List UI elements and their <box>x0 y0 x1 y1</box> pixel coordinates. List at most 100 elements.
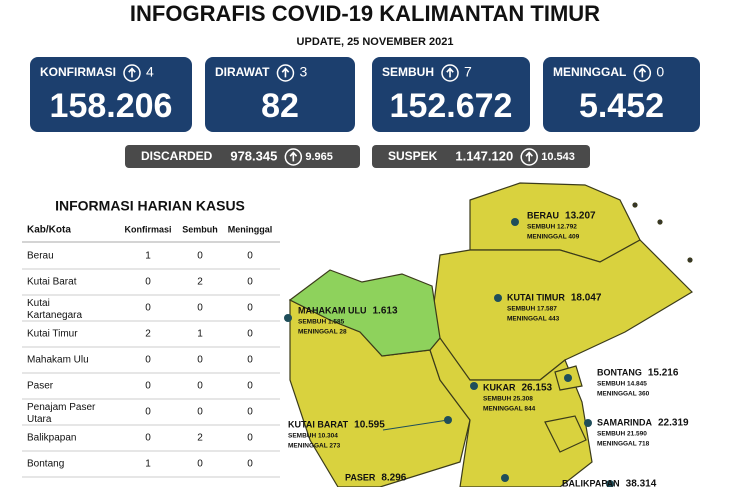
island <box>687 257 693 263</box>
region-marker <box>444 416 452 424</box>
table-cell: 0 <box>197 303 203 314</box>
region-recovered: SEMBUH 1.585 <box>298 319 345 326</box>
table-cell: Mahakam Ulu <box>27 355 89 366</box>
stat-value: 82 <box>261 87 299 125</box>
region-name: BALIKPAPAN <box>562 478 620 487</box>
title: INFOGRAFIS COVID-19 KALIMANTAN TIMUR <box>130 1 600 26</box>
stat-delta: 4 <box>146 64 154 80</box>
table-header: Meninggal <box>228 224 273 234</box>
table-cell: 0 <box>247 303 253 314</box>
stat-delta: 3 <box>299 64 307 80</box>
secondary-value: 978.345 <box>230 148 277 163</box>
region-name: PASER <box>345 472 376 482</box>
region-recovered: SEMBUH 14.845 <box>597 381 647 388</box>
table-cell: 0 <box>197 459 203 470</box>
region-marker <box>494 294 502 302</box>
secondary-bar <box>125 145 360 168</box>
table-cell: 2 <box>197 277 203 288</box>
table-cell: 0 <box>247 277 253 288</box>
table-cell: 2 <box>145 329 151 340</box>
table-header: Sembuh <box>182 224 218 234</box>
region-marker <box>584 419 592 427</box>
region-marker <box>470 382 478 390</box>
secondary-label: DISCARDED <box>141 149 213 163</box>
table-cell: Balikpapan <box>27 433 76 444</box>
stat-card <box>543 57 700 132</box>
table-cell: 0 <box>247 355 253 366</box>
region-name: BERAU <box>527 210 559 220</box>
table-header: Kab/Kota <box>27 225 71 236</box>
table-cell: Kutai Barat <box>27 277 77 288</box>
table-cell: 0 <box>197 381 203 392</box>
table-cell: 0 <box>247 329 253 340</box>
map-pointers <box>382 419 449 431</box>
region-total: 38.314 <box>626 479 657 487</box>
region-mahakam-ulu <box>288 269 441 357</box>
table-cell: 0 <box>145 407 151 418</box>
update-date: UPDATE, 25 NOVEMBER 2021 <box>297 36 454 48</box>
table-title: INFORMASI HARIAN KASUS <box>55 198 245 214</box>
region-kukar <box>429 337 593 488</box>
region-deaths: MENINGGAL 443 <box>507 316 560 323</box>
secondary-delta: 9.965 <box>305 151 333 163</box>
region-recovered: SEMBUH 21.590 <box>597 431 647 438</box>
arrow-icon <box>446 67 454 78</box>
secondary-value: 1.147.120 <box>455 148 513 163</box>
table-cell: 1 <box>197 329 203 340</box>
arrow-icon <box>638 67 647 78</box>
stat-value: 5.452 <box>579 87 664 125</box>
arrow-icon <box>633 64 652 82</box>
arrow-icon <box>276 64 295 82</box>
stat-delta: 7 <box>464 64 472 80</box>
table-cell: Paser <box>27 381 54 392</box>
stat-label: KONFIRMASI <box>40 65 116 79</box>
region-deaths: MENINGGAL 844 <box>483 406 536 413</box>
table-cell-line: Kutai <box>27 298 50 309</box>
arrow-icon <box>289 151 298 162</box>
secondary-delta: 10.543 <box>541 151 575 163</box>
region-total: 15.216 <box>648 368 679 379</box>
region-recovered: SEMBUH 10.304 <box>288 433 338 440</box>
region-marker <box>606 480 614 488</box>
table-cell-line: Penajam Paser <box>27 402 96 413</box>
region-deaths: MENINGGAL 273 <box>288 443 341 450</box>
stat-card <box>205 57 355 132</box>
map-shapes <box>288 182 693 488</box>
island <box>657 219 663 225</box>
region-total: 10.595 <box>354 420 385 431</box>
region-marker <box>511 218 519 226</box>
table-cell: 1 <box>145 251 151 262</box>
region-samarinda <box>544 415 587 453</box>
table-cell: 0 <box>197 407 203 418</box>
arrow-icon <box>281 67 290 78</box>
table-header: Konfirmasi <box>124 224 171 234</box>
arrow-icon <box>123 64 141 82</box>
stat-delta: 0 <box>656 64 664 80</box>
table-cell: Berau <box>27 251 54 262</box>
table-cell: 0 <box>145 433 151 444</box>
region-name: SAMARINDA <box>597 417 652 427</box>
table-cell: 0 <box>247 381 253 392</box>
table-cell: 0 <box>197 355 203 366</box>
region-kutai-timur <box>429 239 693 381</box>
table-cell: 1 <box>145 459 151 470</box>
region-name: MAHAKAM ULU <box>298 305 367 315</box>
arrow-icon <box>520 148 538 166</box>
table-cell: 0 <box>145 303 151 314</box>
table-cell: 0 <box>247 433 253 444</box>
region-deaths: MENINGGAL 360 <box>597 391 650 398</box>
table-cell: 0 <box>247 251 253 262</box>
region-name: KUKAR <box>483 382 516 392</box>
region-name: BONTANG <box>597 367 642 377</box>
stat-value: 158.206 <box>50 87 173 125</box>
region-deaths: MENINGGAL 409 <box>527 234 580 241</box>
table-cell: Bontang <box>27 459 64 470</box>
region-total: 22.319 <box>658 418 689 429</box>
stat-label: MENINGGAL <box>553 65 626 79</box>
region-marker <box>564 374 572 382</box>
arrow-icon <box>128 67 136 78</box>
pointer-line <box>382 419 449 431</box>
region-recovered: SEMBUH 12.792 <box>527 224 577 231</box>
table-cell: Penajam Paser Utara <box>27 402 96 425</box>
